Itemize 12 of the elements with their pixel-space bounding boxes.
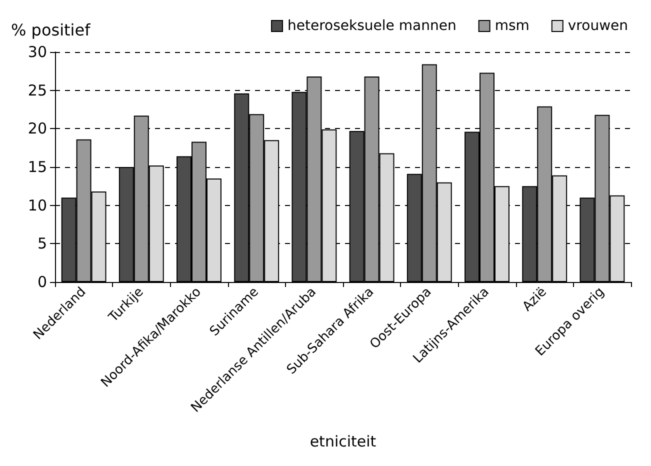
legend-label: msm (494, 18, 530, 34)
y-tick-label: 0 (37, 273, 47, 291)
y-tick-label: 25 (28, 81, 47, 100)
y-tick-label: 30 (28, 43, 47, 61)
y-tick-label: 15 (28, 158, 47, 176)
legend-label: vrouwen (568, 18, 628, 34)
y-tick-label: 5 (37, 234, 47, 253)
x-axis-title: etniciteit (310, 432, 376, 450)
y-axis-title: % positief (11, 20, 91, 40)
legend-label: heteroseksuele mannen (288, 18, 456, 34)
y-tick-label: 20 (28, 120, 47, 138)
y-tick-label: 10 (28, 196, 47, 214)
